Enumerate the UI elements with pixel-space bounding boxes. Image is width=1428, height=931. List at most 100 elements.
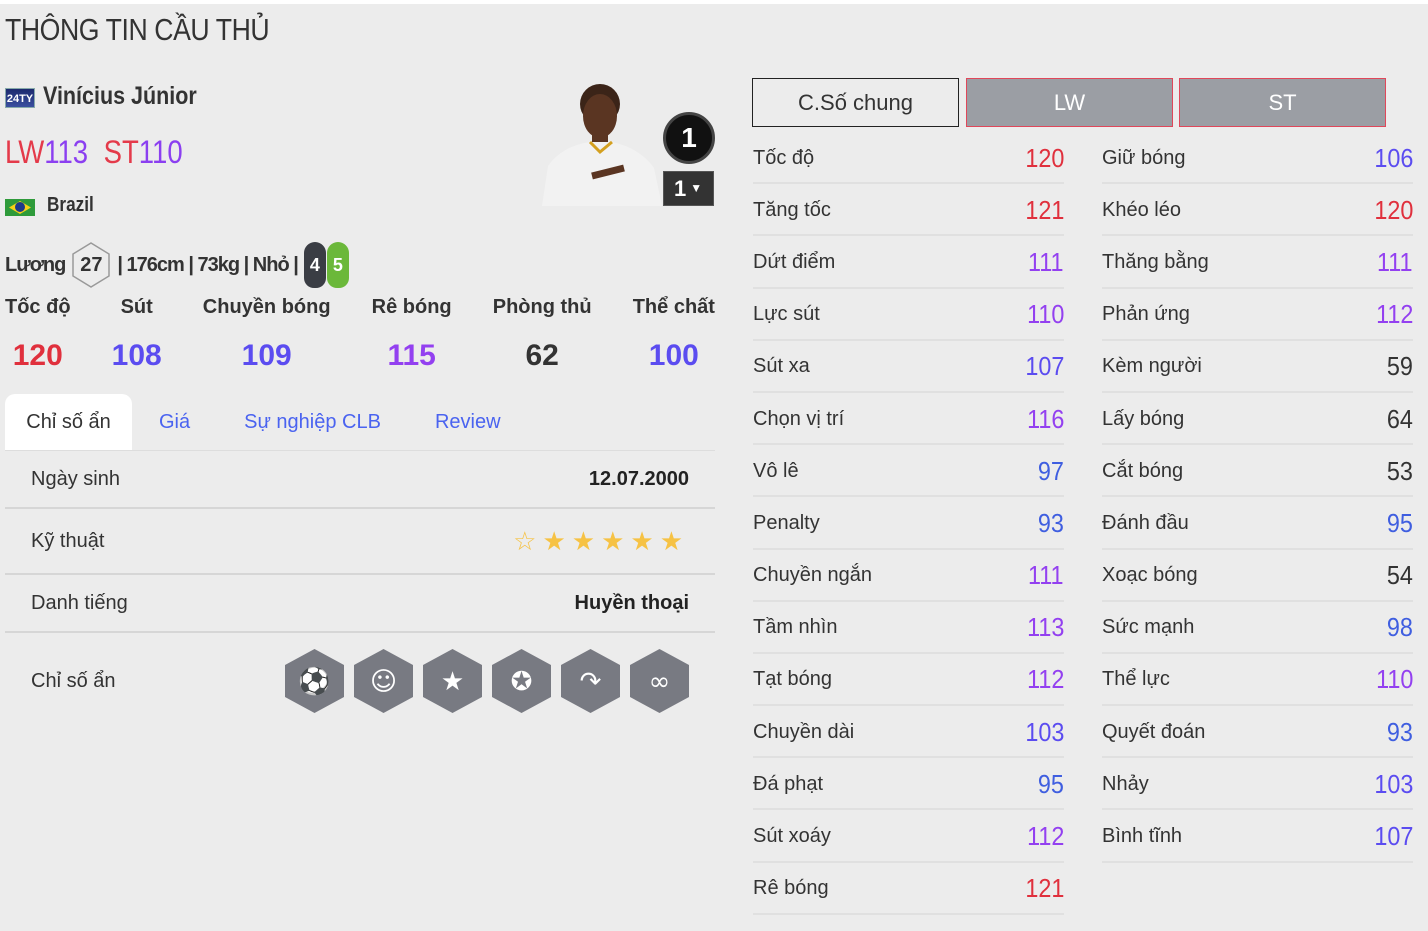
nation: Brazil	[47, 194, 94, 216]
info-tabs: Chỉ số ẩn Giá Sự nghiệp CLB Review	[5, 394, 715, 451]
player-info-line: Lương 27 | 176cm | 73kg | Nhỏ | 4 5	[5, 242, 349, 288]
skill-stars: ☆★★★★★	[513, 526, 689, 557]
physical-details: | 176cm | 73kg | Nhỏ |	[117, 253, 298, 276]
stat-row: Penalty 93	[753, 497, 1064, 550]
stat-value: 120	[1024, 142, 1064, 173]
summary-stat: Thể chất 100	[633, 296, 715, 373]
summary-stat-label: Rê bóng	[371, 296, 452, 318]
stat-name: Thăng bằng	[1102, 250, 1209, 273]
tab-review[interactable]: Review	[434, 411, 501, 433]
caret-down-icon: ▼	[690, 181, 703, 195]
stat-row: Sút xoáy 112	[753, 810, 1064, 863]
stat-row: Thăng bằng 111	[1102, 236, 1413, 289]
position-ratings: LW113 ST110	[5, 134, 230, 171]
stat-row: Khéo léo 120	[1102, 184, 1413, 237]
stat-row: Nhảy 103	[1102, 758, 1413, 811]
lw-stats-button[interactable]: LW	[966, 78, 1173, 127]
svg-text:↷: ↷	[580, 667, 602, 697]
svg-text:∞: ∞	[649, 667, 671, 697]
stat-name: Vô lê	[753, 459, 799, 482]
stat-name: Bình tĩnh	[1102, 825, 1183, 848]
stat-name: Lực sút	[753, 303, 820, 326]
summary-stat-label: Chuyền bóng	[202, 296, 331, 318]
stat-name: Đánh đầu	[1102, 511, 1189, 534]
stat-name: Kèm người	[1102, 355, 1202, 378]
svg-text:⚽: ⚽	[297, 666, 330, 697]
stat-row: Bình tĩnh 107	[1102, 810, 1413, 863]
stat-row: Đá phạt 95	[753, 758, 1064, 811]
stat-row: Kèm người 59	[1102, 341, 1413, 393]
stat-value: 120	[1373, 194, 1413, 225]
stat-row: Cắt bóng 53	[1102, 445, 1413, 498]
stat-row: Sức mạnh 98	[1102, 602, 1413, 654]
brazil-flag-icon	[5, 199, 35, 216]
stat-name: Chọn vị trí	[753, 407, 845, 430]
page-title: THÔNG TIN CẦU THỦ	[5, 12, 270, 47]
position-label: ST	[103, 134, 139, 170]
stat-value: 95	[1386, 507, 1413, 538]
stat-value: 107	[1024, 351, 1064, 382]
general-stats-button[interactable]: C.Số chung	[752, 78, 959, 127]
stat-value: 93	[1037, 507, 1064, 538]
birth-row: Ngày sinh 12.07.2000	[5, 451, 715, 509]
stat-name: Cắt bóng	[1102, 459, 1184, 482]
stat-row: Phản ứng 112	[1102, 289, 1413, 341]
summary-stat: Tốc độ 120	[5, 296, 71, 373]
star-filled-icon: ★	[601, 525, 631, 556]
stat-row: Tốc độ 120	[753, 132, 1064, 185]
stat-value: 53	[1386, 455, 1413, 486]
reputation-label: Danh tiếng	[31, 591, 128, 614]
outside-foot-curl-icon[interactable]: ✪	[490, 648, 553, 714]
star-filled-icon: ★	[542, 525, 572, 556]
reputation-row: Danh tiếng Huyền thoại	[5, 575, 715, 633]
stat-value: 121	[1024, 873, 1064, 904]
stat-name: Lấy bóng	[1102, 407, 1185, 430]
stat-row: Lấy bóng 64	[1102, 393, 1413, 446]
stat-value: 116	[1026, 403, 1064, 434]
tab-hidden-stats[interactable]: Chỉ số ẩn	[5, 394, 132, 450]
stats-column-left: Tốc độ 120 Tăng tốc 121 Dứt điểm 111 Lực sút 11…	[753, 132, 1064, 915]
stat-value: 111	[1028, 560, 1064, 591]
dribbling-path-icon[interactable]: ∞	[628, 648, 691, 714]
right-foot-icon: 5	[326, 242, 349, 288]
traits-label: Chỉ số ẩn	[31, 669, 116, 692]
stat-name: Đá phạt	[753, 772, 824, 795]
svg-text:✪: ✪	[511, 667, 533, 697]
stat-name: Sức mạnh	[1102, 616, 1195, 639]
chip-shot-icon[interactable]: ↷	[559, 648, 622, 714]
salary-badge: 27	[71, 242, 111, 288]
stat-name: Nhảy	[1102, 772, 1149, 795]
stat-value: 112	[1375, 299, 1413, 330]
tab-club-career[interactable]: Sự nghiệp CLB	[244, 411, 381, 433]
summary-stat-value: 62	[525, 339, 559, 372]
stat-row: Vô lê 97	[753, 445, 1064, 498]
stat-row: Chọn vị trí 116	[753, 393, 1064, 446]
tab-price[interactable]: Giá	[159, 411, 191, 433]
stat-row: Thể lực 110	[1102, 654, 1413, 707]
stat-row: Tầm nhìn 113	[753, 602, 1064, 654]
upgrade-level-select[interactable]: 1 ▼	[663, 171, 714, 206]
reputation-value: Huyền thoại	[574, 591, 689, 614]
stat-name: Penalty	[753, 511, 820, 534]
stat-name: Chuyền ngắn	[753, 564, 872, 587]
player-name: Vinícius Júnior	[43, 82, 197, 110]
stat-row: Chuyền dài 103	[753, 706, 1064, 759]
stat-value: 64	[1386, 403, 1413, 434]
stat-name: Tạt bóng	[753, 668, 832, 691]
finesse-shot-icon[interactable]: ⚽	[283, 648, 346, 714]
star-empty-icon: ☆	[513, 525, 543, 556]
summary-stats: Tốc độ 120 Sút 108 Chuyền bóng 109 Rê bóng 115 P…	[5, 296, 715, 373]
st-stats-button[interactable]: ST	[1179, 78, 1386, 127]
summary-stat-label: Thể chất	[632, 296, 715, 318]
position-ovr: 113	[44, 134, 89, 170]
stat-name: Thể lực	[1102, 668, 1170, 691]
skill-row: Kỹ thuật ☆★★★★★	[5, 509, 715, 575]
stat-value: 103	[1373, 768, 1413, 799]
stat-name: Khéo léo	[1102, 198, 1181, 221]
flair-icon[interactable]: ☺	[352, 648, 415, 714]
speed-dribbler-icon[interactable]: ★	[421, 648, 484, 714]
stat-name: Tốc độ	[753, 146, 815, 169]
position-ovr: 110	[138, 134, 183, 170]
salary-label: Lương	[5, 253, 66, 276]
stat-value: 54	[1386, 560, 1413, 591]
